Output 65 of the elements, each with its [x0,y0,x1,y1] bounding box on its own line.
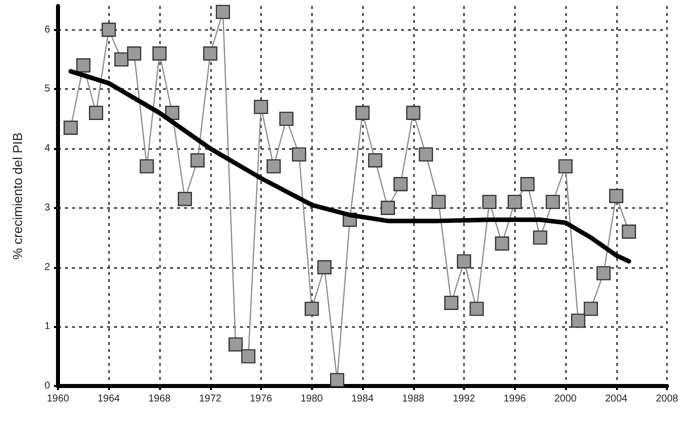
point [254,100,268,114]
line-series [68,69,632,264]
x-tick-label: 1988 [402,394,425,404]
x-tick-label: 1968 [148,394,172,404]
point [241,349,256,364]
y-axis-title: % crecimiento del PIB [10,132,25,260]
point [622,224,636,239]
point [393,177,408,192]
point [203,46,218,61]
point [228,337,243,352]
point [178,192,192,206]
point [76,58,90,72]
x-tick-label: 1964 [98,394,120,404]
point [317,260,332,274]
x-tick-label: 2004 [605,394,628,404]
x-tick-label: 1976 [250,394,273,404]
point [494,236,510,251]
point [304,302,319,316]
point [368,153,382,168]
point [216,4,230,20]
point [533,230,548,245]
x-tick-label: 1972 [199,394,222,404]
point [584,302,598,316]
point [114,52,129,67]
y-tick-label: 6 [44,24,50,36]
point [330,372,344,388]
x-tick-label: 1992 [452,394,476,404]
x-tick-label: 2008 [656,394,679,404]
point [279,112,294,126]
point [546,194,560,210]
x-tick-label: 1984 [351,394,374,404]
point [520,177,535,192]
x-tick-label: 1980 [300,394,324,404]
point [292,147,306,162]
point [596,266,611,280]
point [482,194,496,210]
point [432,194,446,210]
point [380,200,395,215]
y-tick-label: 0 [44,380,50,392]
point [444,296,458,310]
x-tick-label: 1960 [46,394,70,404]
point [355,106,370,120]
y-tick-label: 1 [44,321,50,332]
point [140,159,154,174]
point [190,153,205,168]
point [418,147,434,162]
point [470,302,484,316]
y-tick-label: 4 [44,143,50,154]
point [508,194,522,210]
point [558,159,573,174]
point [102,22,116,37]
point [609,188,624,204]
point [152,46,167,61]
point [88,106,104,120]
y-tick-label: 3 [44,202,50,214]
point [127,46,142,61]
x-tick-label: 1996 [504,394,526,404]
point [64,120,78,135]
point [571,314,586,328]
point [456,254,472,268]
x-tick-label: 2000 [554,394,578,404]
y-tick-label: 2 [44,262,50,273]
y-tick-label: 5 [44,84,50,95]
point [406,106,420,120]
point [266,159,281,174]
